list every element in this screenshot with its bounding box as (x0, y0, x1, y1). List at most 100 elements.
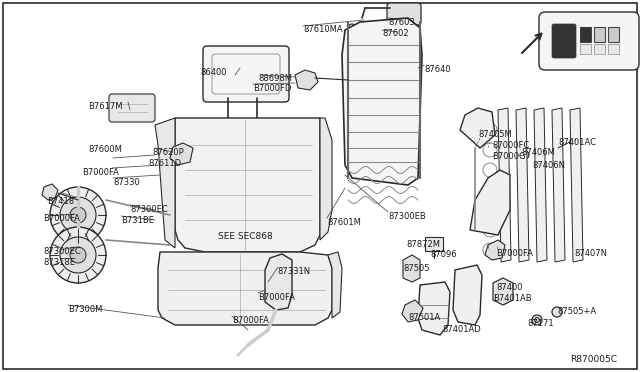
Polygon shape (265, 254, 292, 310)
Text: 87400: 87400 (496, 283, 522, 292)
Polygon shape (460, 108, 495, 148)
Text: 87405M: 87405M (478, 130, 512, 139)
Circle shape (70, 207, 86, 223)
Text: B7000FA: B7000FA (496, 249, 533, 258)
Bar (425, 237, 443, 251)
Polygon shape (403, 255, 420, 282)
FancyBboxPatch shape (387, 3, 421, 25)
Text: SEE SEC868: SEE SEC868 (218, 232, 273, 241)
Circle shape (552, 307, 562, 317)
Text: 87300EC: 87300EC (130, 205, 168, 214)
Circle shape (412, 24, 420, 32)
Text: 87620P: 87620P (152, 148, 184, 157)
Text: 86400: 86400 (200, 68, 227, 77)
Circle shape (532, 315, 542, 325)
Circle shape (211, 196, 219, 204)
Circle shape (70, 247, 86, 263)
Polygon shape (175, 118, 320, 252)
Circle shape (521, 151, 529, 159)
Text: 87318E: 87318E (43, 258, 75, 267)
Text: B7000FA: B7000FA (258, 293, 295, 302)
Circle shape (534, 317, 540, 323)
Text: B7000FA: B7000FA (232, 316, 269, 325)
FancyBboxPatch shape (552, 24, 576, 58)
Polygon shape (158, 252, 332, 325)
Text: 87331N: 87331N (277, 267, 310, 276)
Bar (608, 27, 619, 42)
Text: 87330: 87330 (113, 178, 140, 187)
Circle shape (60, 197, 96, 233)
Text: 87872M: 87872M (406, 240, 440, 249)
Polygon shape (295, 70, 318, 90)
Circle shape (211, 156, 219, 164)
Polygon shape (516, 108, 529, 262)
FancyBboxPatch shape (203, 46, 289, 102)
Circle shape (271, 196, 279, 204)
Text: 87603: 87603 (388, 18, 415, 27)
Text: B7300M: B7300M (68, 305, 102, 314)
Polygon shape (42, 184, 58, 200)
Text: B7000FD: B7000FD (253, 84, 291, 93)
Circle shape (50, 227, 106, 283)
Text: 87000FC: 87000FC (492, 141, 529, 150)
Text: 87601M: 87601M (327, 218, 361, 227)
Polygon shape (534, 108, 547, 262)
Polygon shape (552, 108, 565, 262)
Text: R870005C: R870005C (570, 355, 617, 364)
Text: 87602: 87602 (382, 29, 408, 38)
Text: 87611D: 87611D (148, 159, 181, 168)
Text: 87640: 87640 (424, 65, 451, 74)
Circle shape (50, 187, 106, 243)
Circle shape (412, 166, 420, 174)
Text: 87096: 87096 (430, 250, 456, 259)
Text: 87406M: 87406M (521, 148, 555, 157)
Polygon shape (470, 170, 510, 235)
Polygon shape (328, 252, 342, 318)
Text: 87505: 87505 (403, 264, 429, 273)
Text: 87401AC: 87401AC (558, 138, 596, 147)
Text: 87300EC: 87300EC (43, 247, 81, 256)
Polygon shape (342, 18, 422, 185)
Polygon shape (155, 118, 175, 248)
Circle shape (274, 262, 286, 274)
Polygon shape (485, 240, 505, 260)
Text: B7418: B7418 (47, 197, 74, 206)
Text: 87171: 87171 (527, 319, 554, 328)
Polygon shape (170, 143, 193, 165)
Polygon shape (498, 108, 511, 262)
Bar (580, 27, 591, 42)
Bar (608, 44, 619, 54)
Text: 87406N: 87406N (532, 161, 565, 170)
Bar (594, 44, 605, 54)
FancyBboxPatch shape (109, 94, 155, 122)
Polygon shape (402, 300, 423, 322)
Text: 87600M: 87600M (88, 145, 122, 154)
Polygon shape (570, 108, 583, 262)
FancyBboxPatch shape (539, 12, 639, 70)
Text: B7617M: B7617M (88, 102, 122, 111)
Text: B7000FA: B7000FA (43, 214, 80, 223)
Text: 87401AD: 87401AD (442, 325, 481, 334)
Text: 87501A: 87501A (408, 313, 440, 322)
Bar (594, 27, 605, 42)
Text: 87505+A: 87505+A (557, 307, 596, 316)
Text: 88698M: 88698M (258, 74, 292, 83)
Circle shape (271, 156, 279, 164)
Text: B731BE: B731BE (121, 216, 154, 225)
Text: B7401AB: B7401AB (493, 294, 532, 303)
Bar (580, 44, 591, 54)
Text: 87300EB: 87300EB (388, 212, 426, 221)
Text: B7000G: B7000G (492, 152, 525, 161)
Polygon shape (418, 282, 450, 335)
Circle shape (60, 237, 96, 273)
Circle shape (395, 30, 405, 40)
Polygon shape (320, 118, 332, 240)
Polygon shape (453, 265, 482, 325)
Circle shape (348, 166, 356, 174)
Circle shape (570, 137, 580, 147)
Text: 87610MA: 87610MA (303, 25, 342, 34)
Text: B7000FA: B7000FA (82, 168, 119, 177)
Polygon shape (493, 278, 513, 305)
Text: 87407N: 87407N (574, 249, 607, 258)
Circle shape (536, 161, 544, 169)
